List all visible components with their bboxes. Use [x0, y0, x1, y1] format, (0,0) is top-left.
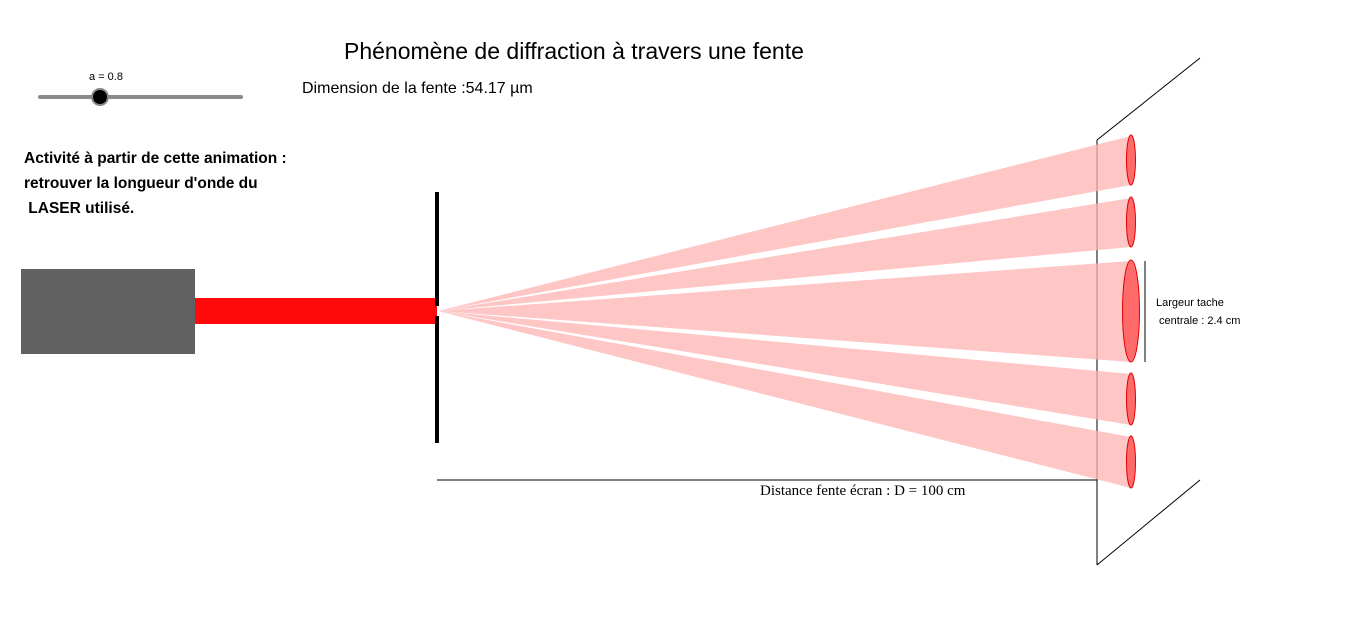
fan-order-plus-1	[438, 198, 1131, 311]
spot-central	[1122, 259, 1140, 363]
laser-beam	[195, 298, 437, 324]
fan-order-plus-2	[438, 136, 1131, 311]
fan-order-minus-2	[438, 311, 1131, 488]
spot-order-plus-2	[1126, 134, 1136, 186]
slit-dimension-text: Dimension de la fente :54.17 µm	[302, 80, 533, 97]
slider-thumb[interactable]	[91, 88, 109, 106]
activity-text: Activité à partir de cette animation : r…	[24, 150, 287, 217]
spot-order-plus-1	[1126, 196, 1136, 248]
slider-track[interactable]	[38, 95, 243, 99]
diffraction-fans	[438, 136, 1131, 488]
fan-central	[438, 261, 1131, 362]
spot-order-minus-2	[1126, 435, 1136, 489]
page-title: Phénomène de diffraction à travers une f…	[344, 38, 804, 64]
fan-order-minus-1	[438, 311, 1131, 425]
slider-label: a = 0.8	[89, 71, 123, 83]
laser-source	[21, 269, 195, 354]
central-spot-label: Largeur tache centrale : 2.4 cm	[1156, 297, 1241, 327]
distance-label: Distance fente écran : D = 100 cm	[760, 483, 966, 499]
spot-order-minus-1	[1126, 372, 1136, 426]
screen-spots	[1122, 134, 1140, 489]
